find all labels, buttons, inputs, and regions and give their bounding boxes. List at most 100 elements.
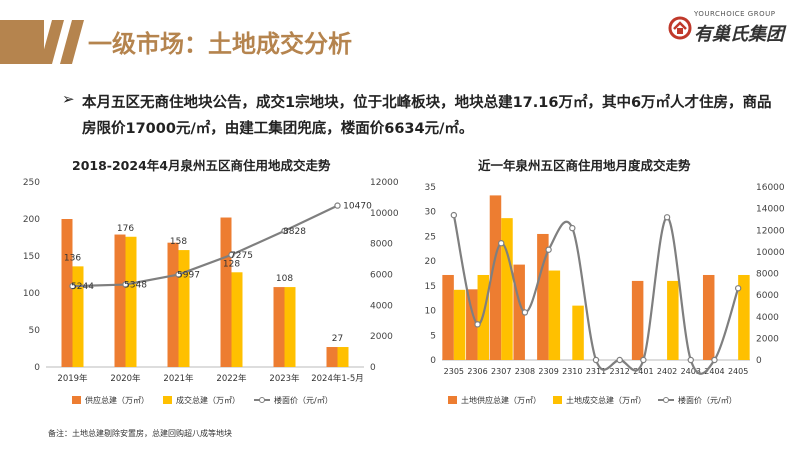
legend-swatch-bar bbox=[448, 396, 457, 404]
y-right-tick-label: 0 bbox=[756, 356, 762, 366]
legend-label: 土地供应总建（万㎡） bbox=[461, 395, 541, 405]
brand-logo: YOURCHOICE GROUP 有巢氏集团 bbox=[664, 10, 794, 46]
bar-supply bbox=[442, 274, 454, 360]
y-left-tick-label: 0 bbox=[34, 363, 40, 373]
footnote: 备注：土地总建剔除安置房，总建回购超八成等地块 bbox=[48, 429, 232, 438]
line-point bbox=[334, 202, 341, 209]
y-right-tick-label: 10000 bbox=[756, 248, 785, 258]
x-tick-label: 2401 bbox=[633, 367, 653, 376]
x-tick-label: 2023年 bbox=[269, 373, 300, 384]
legend-label: 楼面价（元/㎡） bbox=[678, 395, 737, 405]
y-left-tick-label: 15 bbox=[425, 282, 436, 292]
legend-label: 土地成交总建（万㎡） bbox=[566, 395, 646, 405]
y-left-tick-label: 150 bbox=[23, 252, 40, 262]
bar-data-label: 108 bbox=[276, 274, 293, 284]
x-tick-label: 2019年 bbox=[57, 373, 88, 384]
logo-subtitle: YOURCHOICE GROUP bbox=[694, 10, 776, 18]
y-left-tick-label: 35 bbox=[425, 183, 436, 193]
bullet-arrow-icon: ➢ bbox=[62, 90, 75, 108]
line-point bbox=[281, 227, 288, 235]
bar-supply bbox=[513, 264, 525, 360]
y-right-tick-label: 4000 bbox=[756, 313, 779, 323]
line-point bbox=[734, 285, 742, 292]
bar-deal bbox=[572, 305, 584, 360]
legend-swatch-point bbox=[663, 397, 669, 403]
header-block bbox=[0, 20, 44, 64]
y-left-tick-label: 0 bbox=[430, 356, 436, 366]
chart1: 0 50 100 150 200 250 0 2000 4000 6000 8000 10000 120… bbox=[23, 178, 399, 405]
legend-swatch-bar bbox=[163, 396, 172, 404]
bar-deal bbox=[231, 272, 243, 367]
header-stripes bbox=[0, 20, 84, 64]
bar-deal bbox=[667, 280, 679, 360]
bar-supply bbox=[220, 217, 232, 367]
line-point bbox=[521, 309, 529, 316]
x-tick-label: 2020年 bbox=[110, 373, 141, 384]
line-point bbox=[592, 356, 600, 364]
x-tick-label: 2404 bbox=[704, 367, 724, 376]
line-point bbox=[687, 356, 694, 364]
line-point bbox=[545, 246, 552, 253]
bar-data-label: 136 bbox=[64, 253, 81, 263]
line-data-label: 5997 bbox=[177, 271, 200, 281]
bar-data-label: 128 bbox=[223, 259, 240, 269]
x-tick-label: 2305 bbox=[444, 367, 464, 376]
legend-swatch-bar bbox=[72, 396, 81, 404]
line-data-label: 5244 bbox=[71, 282, 94, 292]
line-point bbox=[569, 224, 576, 232]
line-data-label: 8828 bbox=[283, 227, 306, 237]
legend-label: 供应总建（万㎡） bbox=[85, 395, 149, 405]
bar-deal bbox=[125, 236, 137, 367]
y-right-tick-label: 12000 bbox=[370, 178, 399, 188]
y-right-tick-label: 12000 bbox=[756, 226, 785, 236]
x-tick-label: 2402 bbox=[657, 367, 677, 376]
line-floor-price bbox=[72, 204, 338, 288]
y-right-tick-label: 6000 bbox=[756, 291, 779, 301]
header-stripe-a bbox=[40, 20, 64, 64]
line-point bbox=[450, 211, 458, 219]
line-data-label: 7275 bbox=[230, 251, 253, 261]
chart2: 0 5 10 15 20 25 30 35 0 2000 4000 6000 8000 10000 1200… bbox=[425, 183, 785, 405]
x-tick-label: 2021年 bbox=[163, 373, 194, 384]
bar-deal bbox=[337, 347, 349, 367]
legend-swatch-point bbox=[259, 397, 265, 403]
y-right-tick-label: 2000 bbox=[756, 334, 779, 344]
line-point bbox=[498, 240, 505, 247]
line-point bbox=[640, 356, 647, 364]
bar-supply bbox=[167, 242, 179, 367]
line-point bbox=[663, 214, 671, 221]
y-left-tick-label: 100 bbox=[23, 289, 40, 299]
y-right-tick-label: 4000 bbox=[370, 301, 393, 311]
line-point bbox=[474, 321, 481, 328]
bar-supply bbox=[537, 233, 549, 360]
y-left-tick-label: 5 bbox=[430, 331, 436, 341]
bar-deal bbox=[453, 289, 466, 360]
line-point bbox=[122, 281, 129, 288]
line-point bbox=[616, 356, 623, 364]
x-tick-label: 2309 bbox=[538, 367, 558, 376]
line-data-label: 10470 bbox=[343, 202, 372, 212]
legend-label: 楼面价（元/㎡） bbox=[274, 395, 333, 405]
header-stripe-b bbox=[60, 20, 84, 64]
line-point bbox=[175, 271, 182, 278]
x-tick-label: 2308 bbox=[515, 367, 535, 376]
line-data-label: 5348 bbox=[124, 281, 147, 291]
x-tick-label: 2022年 bbox=[216, 373, 247, 384]
y-left-tick-label: 200 bbox=[23, 215, 40, 225]
chart1-title: 2018-2024年4月泉州五区商住用地成交走势 bbox=[72, 158, 331, 173]
logo-name: 有巢氏集团 bbox=[694, 24, 784, 45]
y-right-tick-label: 8000 bbox=[756, 270, 779, 280]
y-left-tick-label: 30 bbox=[425, 208, 437, 218]
x-tick-label: 2403 bbox=[681, 367, 701, 376]
line-point bbox=[228, 251, 235, 259]
bar-deal bbox=[284, 287, 296, 367]
page-title: 一级市场：土地成交分析 bbox=[88, 30, 352, 58]
y-right-tick-label: 16000 bbox=[756, 183, 785, 193]
bar-supply bbox=[702, 274, 715, 360]
bar-supply bbox=[489, 195, 502, 360]
line-point bbox=[711, 356, 718, 364]
x-tick-label: 2312 bbox=[610, 367, 630, 376]
y-left-tick-label: 10 bbox=[425, 307, 437, 317]
line-point bbox=[69, 282, 76, 290]
logo-icon bbox=[668, 16, 692, 40]
